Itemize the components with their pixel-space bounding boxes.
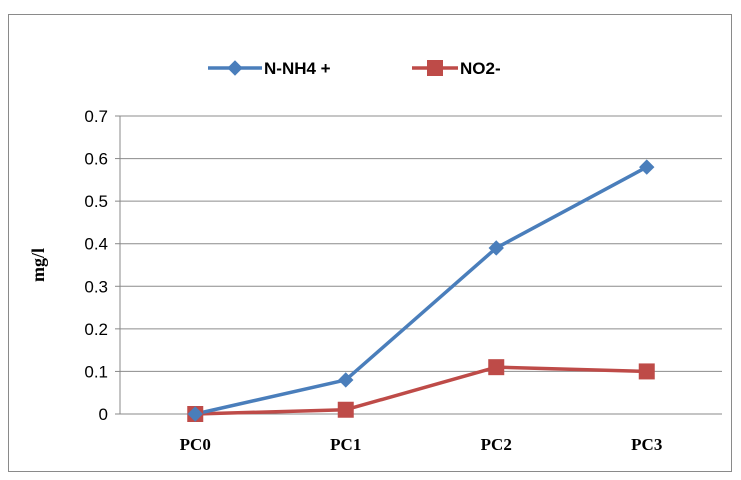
x-tick-label: PC1 [330,435,361,454]
x-tick-labels: PC0 PC1 PC2 PC3 [180,435,663,454]
x-tick-label: PC0 [180,435,211,454]
series-lines [187,159,655,422]
legend-marker [227,60,243,76]
y-axis-label: mg/l [28,248,48,282]
y-tick-labels: 0 0.1 0.2 0.3 0.4 0.5 0.6 0.7 [84,107,108,424]
legend-label: N-NH4 + [264,59,331,78]
legend-item: NO2- [412,59,501,78]
x-tick-label: PC3 [631,435,662,454]
data-point [337,401,354,418]
y-tick-label: 0.5 [84,192,108,211]
y-tick-label: 0.2 [84,320,108,339]
legend-item: N-NH4 + [208,59,331,78]
data-point [488,359,505,376]
data-point [187,406,203,422]
y-tick-label: 0.4 [84,235,108,254]
chart-frame [8,14,732,472]
legend-label: NO2- [460,59,501,78]
y-tick-label: 0.3 [84,277,108,296]
y-tick-label: 0.6 [84,150,108,169]
series-line-1 [195,365,647,416]
series-line-0 [194,165,648,416]
data-point [638,363,655,380]
y-tick-label: 0 [99,405,108,424]
legend: N-NH4 + NO2- [208,59,501,78]
legend-marker [427,60,443,76]
data-point [338,372,354,388]
x-tick-label: PC2 [481,435,512,454]
y-tick-label: 0.1 [84,362,108,381]
data-point [639,159,655,175]
data-point [488,240,504,256]
y-tick-label: 0.7 [84,107,108,126]
